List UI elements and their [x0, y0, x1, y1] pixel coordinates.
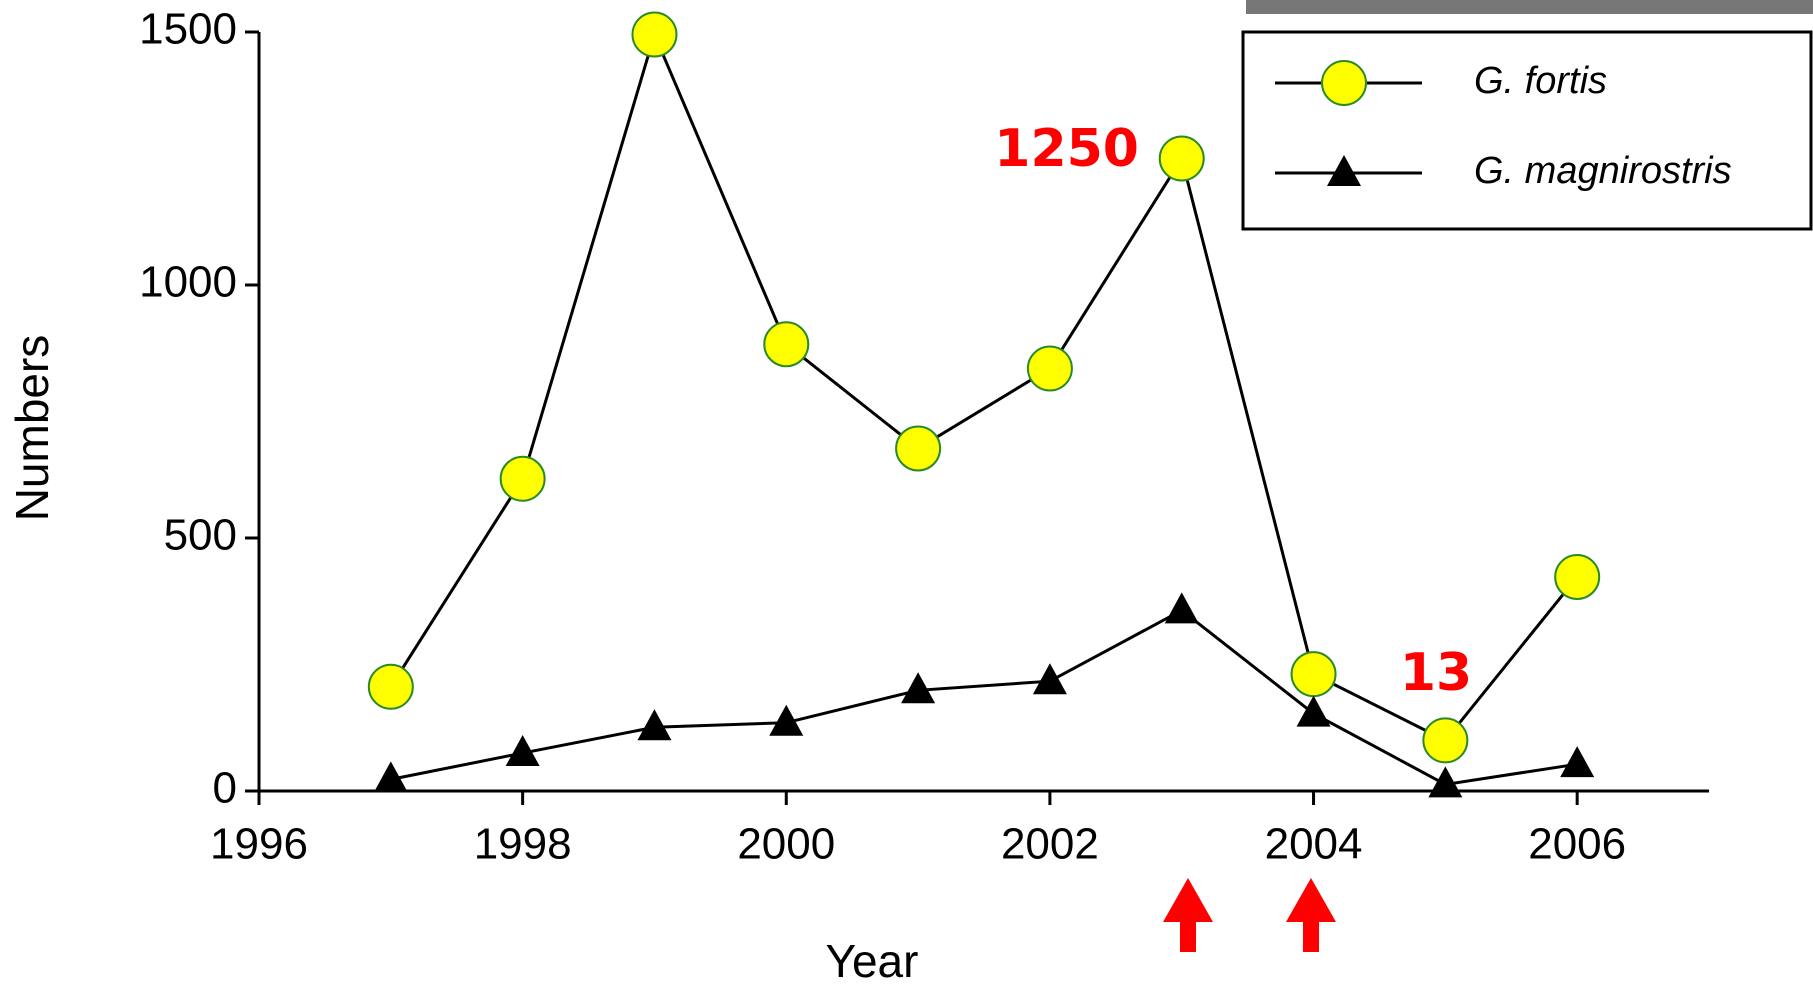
legend-marker — [1322, 61, 1366, 105]
data-point — [501, 457, 545, 501]
data-point — [369, 665, 413, 709]
x-tick-label: 2002 — [1001, 820, 1099, 869]
data-point — [896, 426, 940, 470]
legend-label: G. magnirostris — [1474, 150, 1732, 192]
x-tick-label: 1996 — [210, 820, 308, 869]
x-tick-label: 2004 — [1265, 820, 1363, 869]
data-point — [1297, 696, 1331, 727]
data-point — [1555, 555, 1599, 599]
data-point — [1423, 718, 1467, 762]
y-tick-label: 500 — [164, 511, 237, 560]
x-tick-label: 1998 — [474, 820, 572, 869]
arrow — [1163, 878, 1336, 952]
data-point — [764, 322, 808, 366]
data-point — [901, 672, 935, 703]
y-tick-label: 1000 — [139, 258, 237, 307]
legend-label: G. fortis — [1474, 60, 1607, 102]
legend: G. fortis G. magnirostris — [1243, 32, 1811, 229]
red-arrow — [1163, 878, 1213, 952]
photo-strip — [1246, 0, 1813, 14]
data-point — [632, 13, 676, 57]
annotation: 13 — [1400, 643, 1472, 703]
chart: Year Numbers 0 500 1000 1500 1996 1998 2000 200… — [0, 0, 1813, 993]
y-axis-title: Numbers — [6, 335, 58, 522]
annotation: 1250 — [994, 119, 1139, 179]
data-point — [637, 709, 671, 740]
data-point — [1165, 592, 1199, 623]
red-arrow — [1286, 878, 1336, 952]
y-tick-label: 0 — [213, 764, 237, 813]
data-point — [1028, 346, 1072, 390]
data-point — [1033, 663, 1067, 694]
x-tick-label: 2006 — [1528, 820, 1626, 869]
y-tick-label: 1500 — [139, 5, 237, 54]
data-point — [1292, 652, 1336, 696]
x-tick-label: 2000 — [737, 820, 835, 869]
data-point — [1560, 746, 1594, 777]
x-axis-title: Year — [826, 935, 919, 987]
data-point — [1160, 137, 1204, 181]
